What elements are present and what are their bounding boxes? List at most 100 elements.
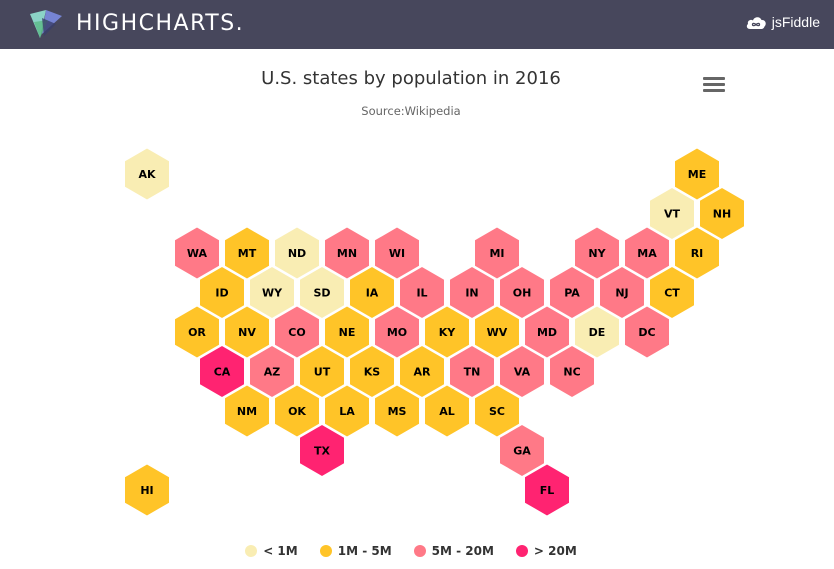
legend-item-5m-20m[interactable]: 5M - 20M [413, 544, 494, 558]
brand-name[interactable]: HIGHCHARTS. [76, 11, 245, 36]
state-tile-nm[interactable]: NM [224, 384, 270, 438]
state-hex[interactable] [649, 186, 695, 241]
state-hex[interactable] [374, 305, 420, 359]
state-hex[interactable] [299, 344, 345, 399]
state-hex[interactable] [624, 226, 670, 280]
state-tile-ak[interactable]: AK [124, 147, 170, 201]
state-hex[interactable] [499, 344, 545, 399]
state-tile-hi[interactable]: HI [124, 463, 170, 517]
state-hex[interactable] [299, 265, 345, 320]
state-hex[interactable] [324, 305, 370, 359]
state-hex[interactable] [699, 186, 745, 241]
state-tile-ok[interactable]: OK [274, 384, 320, 438]
jsfiddle-link[interactable]: jsFiddle [745, 14, 820, 30]
state-hex[interactable] [524, 463, 570, 517]
state-hex[interactable] [324, 384, 370, 438]
legend-item-over-20m[interactable]: > 20M [515, 544, 577, 558]
state-hex[interactable] [349, 344, 395, 399]
state-tile-ct[interactable]: CT [649, 265, 695, 320]
state-tile-il[interactable]: IL [399, 265, 445, 320]
state-hex[interactable] [224, 384, 270, 438]
state-tile-ks[interactable]: KS [349, 344, 395, 399]
state-hex[interactable] [399, 344, 445, 399]
state-tile-mt[interactable]: MT [224, 226, 270, 280]
state-hex[interactable] [649, 265, 695, 320]
state-hex[interactable] [249, 265, 295, 320]
state-tile-or[interactable]: OR [174, 305, 220, 359]
state-hex[interactable] [424, 384, 470, 438]
state-tile-la[interactable]: LA [324, 384, 370, 438]
state-tile-al[interactable]: AL [424, 384, 470, 438]
state-tile-nc[interactable]: NC [549, 344, 595, 399]
state-hex[interactable] [324, 226, 370, 280]
state-tile-oh[interactable]: OH [499, 265, 545, 320]
state-tile-fl[interactable]: FL [524, 463, 570, 517]
state-hex[interactable] [574, 305, 620, 359]
legend-item-1m-5m[interactable]: 1M - 5M [319, 544, 392, 558]
state-tile-nd[interactable]: ND [274, 226, 320, 280]
highcharts-logo-icon[interactable] [28, 8, 64, 41]
legend-item-under-1m[interactable]: < 1M [245, 544, 298, 558]
state-hex[interactable] [174, 305, 220, 359]
state-tile-nj[interactable]: NJ [599, 265, 645, 320]
state-hex[interactable] [199, 344, 245, 399]
state-hex[interactable] [474, 226, 520, 280]
state-tile-tx[interactable]: TX [299, 423, 345, 478]
state-hex[interactable] [199, 265, 245, 320]
state-hex[interactable] [449, 344, 495, 399]
state-hex[interactable] [549, 265, 595, 320]
state-hex[interactable] [624, 305, 670, 359]
state-hex[interactable] [424, 305, 470, 359]
state-tile-ut[interactable]: UT [299, 344, 345, 399]
state-tile-va[interactable]: VA [499, 344, 545, 399]
state-hex[interactable] [474, 305, 520, 359]
state-tile-ga[interactable]: GA [499, 423, 545, 478]
state-tile-sd[interactable]: SD [299, 265, 345, 320]
state-hex[interactable] [399, 265, 445, 320]
state-tile-id[interactable]: ID [199, 265, 245, 320]
state-hex[interactable] [374, 384, 420, 438]
state-tile-ia[interactable]: IA [349, 265, 395, 320]
state-tile-co[interactable]: CO [274, 305, 320, 359]
state-tile-nh[interactable]: NH [699, 186, 745, 241]
state-tile-ne[interactable]: NE [324, 305, 370, 359]
state-hex[interactable] [224, 305, 270, 359]
state-hex[interactable] [674, 147, 720, 201]
state-hex[interactable] [449, 265, 495, 320]
state-tile-wa[interactable]: WA [174, 226, 220, 280]
state-hex[interactable] [549, 344, 595, 399]
state-tile-pa[interactable]: PA [549, 265, 595, 320]
state-hex[interactable] [274, 305, 320, 359]
state-tile-vt[interactable]: VT [649, 186, 695, 241]
state-tile-de[interactable]: DE [574, 305, 620, 359]
state-tile-nv[interactable]: NV [224, 305, 270, 359]
state-tile-wv[interactable]: WV [474, 305, 520, 359]
state-hex[interactable] [249, 344, 295, 399]
state-hex[interactable] [224, 226, 270, 280]
state-tile-ky[interactable]: KY [424, 305, 470, 359]
state-tile-wi[interactable]: WI [374, 226, 420, 280]
state-hex[interactable] [599, 265, 645, 320]
state-hex[interactable] [474, 384, 520, 438]
state-hex[interactable] [124, 463, 170, 517]
state-tile-me[interactable]: ME [674, 147, 720, 201]
state-tile-tn[interactable]: TN [449, 344, 495, 399]
state-hex[interactable] [574, 226, 620, 280]
state-tile-dc[interactable]: DC [624, 305, 670, 359]
state-tile-in[interactable]: IN [449, 265, 495, 320]
state-tile-ca[interactable]: CA [199, 344, 245, 399]
state-tile-wy[interactable]: WY [249, 265, 295, 320]
state-hex[interactable] [374, 226, 420, 280]
state-tile-ar[interactable]: AR [399, 344, 445, 399]
state-hex[interactable] [274, 384, 320, 438]
state-tile-ma[interactable]: MA [624, 226, 670, 280]
state-hex[interactable] [274, 226, 320, 280]
state-tile-ms[interactable]: MS [374, 384, 420, 438]
state-tile-ri[interactable]: RI [674, 226, 720, 280]
state-tile-sc[interactable]: SC [474, 384, 520, 438]
state-hex[interactable] [174, 226, 220, 280]
chart-menu-button[interactable] [703, 77, 725, 95]
state-tile-mo[interactable]: MO [374, 305, 420, 359]
state-hex[interactable] [499, 423, 545, 478]
state-tile-ny[interactable]: NY [574, 226, 620, 280]
